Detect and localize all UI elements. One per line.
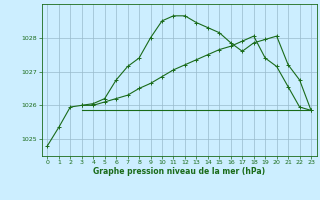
X-axis label: Graphe pression niveau de la mer (hPa): Graphe pression niveau de la mer (hPa) [93, 167, 265, 176]
